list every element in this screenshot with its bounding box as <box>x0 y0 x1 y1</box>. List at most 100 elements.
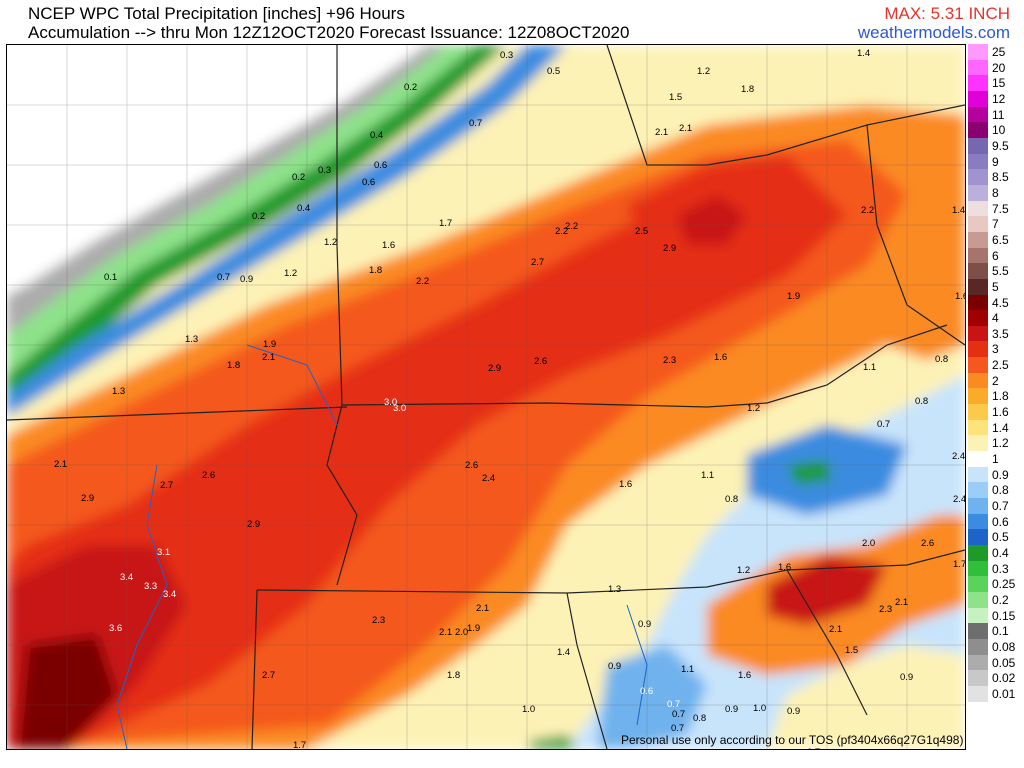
precip-value-label: 2.6 <box>202 470 215 481</box>
precip-value-label: 3.0 <box>393 403 406 414</box>
legend-label: 20 <box>992 60 1006 75</box>
legend-item: 0.3 <box>968 560 1024 577</box>
legend-label: 1.4 <box>992 420 1009 435</box>
legend-swatch <box>968 59 988 76</box>
legend-label: 3.5 <box>992 326 1009 341</box>
precip-value-label: 0.2 <box>292 172 305 183</box>
legend-item: 9.5 <box>968 137 1024 154</box>
precip-value-label: 0.8 <box>915 396 928 407</box>
legend-item: 0.05 <box>968 654 1024 671</box>
legend-swatch <box>968 404 988 420</box>
precip-value-label: 0.9 <box>787 706 800 717</box>
color-legend: 25 20 15 12 11 10 9.5 9 8.5 8 7.5 7 6.5 6 5.5 5 4.5 4 3.5 3… <box>968 44 1024 702</box>
legend-item: 11 <box>968 106 1024 123</box>
precip-value-label: 0.2 <box>404 82 417 93</box>
legend-item: 0.08 <box>968 638 1024 655</box>
precip-value-label: 2.1 <box>476 603 489 614</box>
rivers <box>116 344 648 749</box>
legend-item: 9 <box>968 153 1024 170</box>
precip-value-label: 1.0 <box>753 703 766 714</box>
legend-label: 6.5 <box>992 232 1009 247</box>
precip-value-label: 3.1 <box>157 547 170 558</box>
legend-swatch <box>968 153 988 170</box>
legend-label: 0.1 <box>992 624 1009 639</box>
value-labels: 1.4 0.3 0.5 1.2 0.2 1.8 1.5 0.7 2.1 2.1 0.4 0.6 0.3 0… <box>54 48 965 749</box>
legend-label: 0.05 <box>992 655 1016 670</box>
precip-value-label: 2.9 <box>488 363 501 374</box>
precip-value-label: 2.5 <box>635 226 648 237</box>
precip-value-label: 2.1 <box>655 127 668 138</box>
legend-item: 20 <box>968 59 1024 76</box>
legend-label: 0.2 <box>992 592 1009 607</box>
legend-label: 0.6 <box>992 514 1009 529</box>
precip-value-label: 0.7 <box>469 118 482 129</box>
precipitation-map: 1.4 0.3 0.5 1.2 0.2 1.8 1.5 0.7 2.1 2.1 0.4 0.6 0.3 0… <box>6 44 966 750</box>
precip-value-label: 2.9 <box>247 519 260 530</box>
legend-label: 12 <box>992 91 1006 106</box>
legend-item: 6 <box>968 247 1024 264</box>
precip-value-label: 0.7 <box>877 419 890 430</box>
precip-value-label: 2.7 <box>531 257 544 268</box>
precip-value-label: 3.4 <box>120 572 133 583</box>
precip-value-label: 2.1 <box>439 627 452 638</box>
precip-value-label: 2.1 <box>895 597 908 608</box>
precip-value-label: 2.6 <box>921 538 934 549</box>
precip-value-label: 2.7 <box>262 670 275 681</box>
precip-value-label: 1.6 <box>778 562 791 573</box>
precip-value-label: 2.6 <box>465 460 478 471</box>
legend-label: 1.8 <box>992 389 1009 404</box>
site-link[interactable]: weathermodels.com <box>857 23 1010 42</box>
map-title: NCEP WPC Total Precipitation [inches] +9… <box>28 4 629 42</box>
precip-value-label: 1.2 <box>747 403 760 414</box>
legend-label: 0.3 <box>992 561 1009 576</box>
legend-item: 4.5 <box>968 294 1024 311</box>
precip-value-label: 2.9 <box>663 243 676 254</box>
precip-value-label: 1.1 <box>681 664 694 675</box>
precip-value-label: 1.4 <box>557 647 570 658</box>
precip-value-label: 1.5 <box>845 645 858 656</box>
legend-swatch <box>968 435 988 452</box>
precip-value-label: 3.4 <box>163 589 176 600</box>
legend-label: 1 <box>992 452 999 467</box>
legend-item: 12 <box>968 90 1024 107</box>
precip-value-label: 0.6 <box>640 686 653 697</box>
legend-item: 6.5 <box>968 231 1024 248</box>
precip-value-label: 2.1 <box>54 459 67 470</box>
precip-value-label: 2.2 <box>555 226 568 237</box>
title-line-2: Accumulation --> thru Mon 12Z12OCT2020 F… <box>28 23 630 42</box>
map-canvas: 1.4 0.3 0.5 1.2 0.2 1.8 1.5 0.7 2.1 2.1 0.4 0.6 0.3 0… <box>7 45 965 749</box>
precip-value-label: 2.4 <box>953 494 965 505</box>
legend-label: 8 <box>992 185 999 200</box>
legend-swatch <box>968 451 988 467</box>
legend-label: 4.5 <box>992 295 1009 310</box>
precip-value-label: 0.8 <box>693 713 706 724</box>
legend-swatch <box>968 75 988 91</box>
legend-swatch <box>968 560 988 577</box>
legend-item: 7.5 <box>968 200 1024 217</box>
legend-swatch <box>968 623 988 639</box>
precip-value-label: 1.7 <box>439 218 452 229</box>
precip-value-label: 2.4 <box>952 451 965 462</box>
legend-swatch <box>968 607 988 624</box>
precip-value-label: 0.5 <box>547 66 560 77</box>
legend-label: 0.02 <box>992 671 1016 686</box>
legend-label: 1.2 <box>992 436 1009 451</box>
legend-swatch <box>968 419 988 436</box>
legend-swatch <box>968 310 988 326</box>
legend-label: 9 <box>992 154 999 169</box>
legend-item: 0.8 <box>968 482 1024 499</box>
legend-item: 0.5 <box>968 529 1024 545</box>
legend-label: 7 <box>992 217 999 232</box>
precip-value-label: 0.9 <box>638 619 651 630</box>
precip-value-label: 1.4 <box>952 205 965 216</box>
legend-label: 3 <box>992 342 999 357</box>
legend-item: 0.1 <box>968 623 1024 639</box>
precip-value-label: 0.3 <box>318 165 331 176</box>
precip-value-label: 2.6 <box>534 356 547 367</box>
legend-item: 2.5 <box>968 357 1024 373</box>
precip-value-label: 3.0 <box>384 397 397 408</box>
precip-value-label: 0.9 <box>240 274 253 285</box>
legend-item: 15 <box>968 75 1024 91</box>
legend-label: 0.4 <box>992 546 1009 560</box>
precip-value-label: 2.2 <box>861 205 874 216</box>
